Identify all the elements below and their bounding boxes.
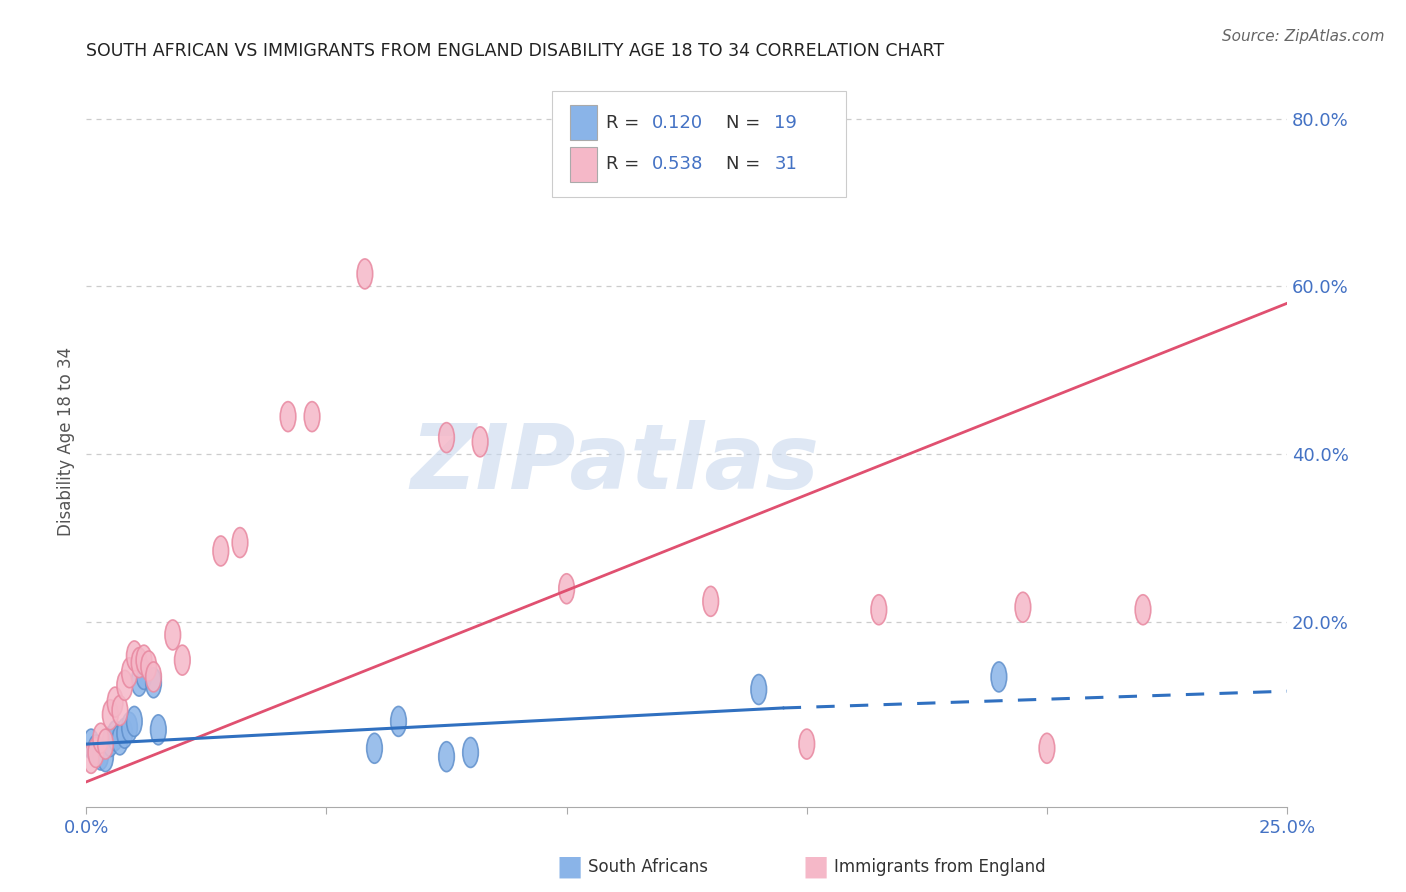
Text: N =: N = bbox=[727, 113, 766, 132]
Ellipse shape bbox=[391, 706, 406, 737]
Ellipse shape bbox=[146, 668, 162, 698]
Ellipse shape bbox=[280, 401, 295, 432]
Ellipse shape bbox=[127, 706, 142, 737]
Ellipse shape bbox=[117, 670, 132, 700]
Ellipse shape bbox=[174, 645, 190, 675]
Ellipse shape bbox=[89, 738, 104, 767]
Ellipse shape bbox=[131, 666, 148, 696]
Text: R =: R = bbox=[606, 113, 645, 132]
Ellipse shape bbox=[93, 740, 108, 770]
Text: ■: ■ bbox=[803, 853, 828, 881]
Ellipse shape bbox=[93, 723, 108, 753]
Ellipse shape bbox=[1135, 595, 1150, 624]
Text: 0.538: 0.538 bbox=[652, 155, 703, 173]
Ellipse shape bbox=[107, 687, 122, 717]
Ellipse shape bbox=[304, 401, 319, 432]
Ellipse shape bbox=[136, 659, 152, 690]
Ellipse shape bbox=[83, 743, 98, 773]
Text: N =: N = bbox=[727, 155, 766, 173]
Ellipse shape bbox=[1039, 733, 1054, 764]
Text: 31: 31 bbox=[775, 155, 797, 173]
Ellipse shape bbox=[463, 738, 478, 767]
Ellipse shape bbox=[146, 662, 162, 692]
Ellipse shape bbox=[136, 645, 152, 675]
Ellipse shape bbox=[117, 718, 132, 748]
Ellipse shape bbox=[799, 729, 814, 759]
Bar bbox=[571, 146, 596, 182]
Ellipse shape bbox=[870, 595, 887, 624]
Ellipse shape bbox=[991, 662, 1007, 692]
Ellipse shape bbox=[141, 651, 156, 681]
Ellipse shape bbox=[150, 714, 166, 745]
Ellipse shape bbox=[103, 727, 118, 756]
Ellipse shape bbox=[367, 733, 382, 764]
Ellipse shape bbox=[103, 699, 118, 730]
Ellipse shape bbox=[165, 620, 180, 650]
Text: Source: ZipAtlas.com: Source: ZipAtlas.com bbox=[1222, 29, 1385, 44]
Ellipse shape bbox=[232, 527, 247, 558]
Ellipse shape bbox=[357, 259, 373, 289]
Ellipse shape bbox=[558, 574, 575, 604]
Ellipse shape bbox=[89, 735, 104, 765]
Ellipse shape bbox=[107, 721, 122, 751]
Ellipse shape bbox=[112, 696, 128, 725]
Ellipse shape bbox=[631, 162, 647, 193]
Text: 19: 19 bbox=[775, 113, 797, 132]
Text: South Africans: South Africans bbox=[588, 858, 707, 876]
Ellipse shape bbox=[1015, 592, 1031, 623]
Ellipse shape bbox=[83, 729, 98, 759]
Bar bbox=[571, 105, 596, 140]
Ellipse shape bbox=[439, 423, 454, 452]
Ellipse shape bbox=[97, 729, 114, 759]
Text: ZIPatlas: ZIPatlas bbox=[411, 420, 820, 508]
Ellipse shape bbox=[751, 674, 766, 705]
Text: 0.120: 0.120 bbox=[652, 113, 703, 132]
Ellipse shape bbox=[131, 648, 148, 678]
FancyBboxPatch shape bbox=[553, 91, 846, 197]
Ellipse shape bbox=[127, 641, 142, 671]
Ellipse shape bbox=[112, 725, 128, 755]
Text: SOUTH AFRICAN VS IMMIGRANTS FROM ENGLAND DISABILITY AGE 18 TO 34 CORRELATION CHA: SOUTH AFRICAN VS IMMIGRANTS FROM ENGLAND… bbox=[86, 42, 945, 60]
Text: R =: R = bbox=[606, 155, 645, 173]
Ellipse shape bbox=[212, 536, 229, 566]
Ellipse shape bbox=[122, 657, 138, 688]
Text: Immigrants from England: Immigrants from England bbox=[834, 858, 1046, 876]
Ellipse shape bbox=[97, 741, 114, 772]
Ellipse shape bbox=[703, 586, 718, 616]
Text: ■: ■ bbox=[557, 853, 582, 881]
Ellipse shape bbox=[122, 713, 138, 742]
Y-axis label: Disability Age 18 to 34: Disability Age 18 to 34 bbox=[58, 347, 75, 536]
Ellipse shape bbox=[472, 427, 488, 457]
Ellipse shape bbox=[439, 741, 454, 772]
